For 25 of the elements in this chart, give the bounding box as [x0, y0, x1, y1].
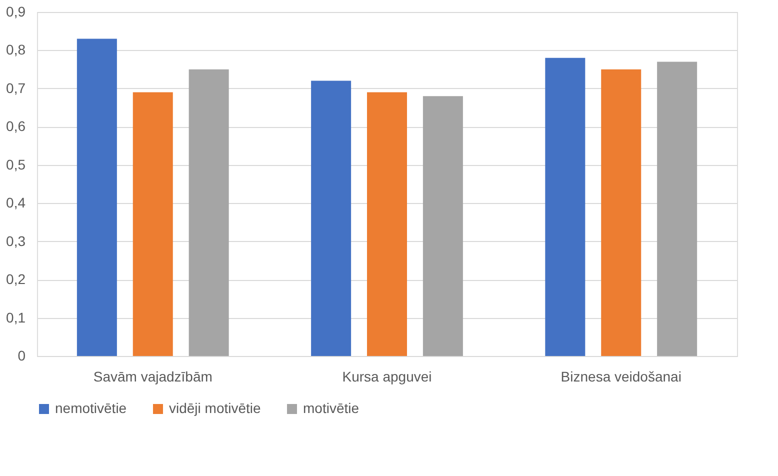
x-tick-label: Savām vajadzībām	[93, 368, 212, 384]
legend-label: nemotivētie	[55, 400, 127, 416]
y-tick-label: 0,6	[6, 118, 26, 134]
y-tick-label: 0	[18, 348, 26, 364]
bar	[422, 96, 463, 356]
x-tick-label: Kursa apguvei	[342, 368, 432, 384]
y-tick-label: 0,8	[6, 42, 26, 58]
legend-label: vidēji motivētie	[169, 400, 262, 416]
bar	[367, 92, 407, 356]
y-tick-label: 0,3	[6, 232, 26, 249]
bar	[601, 69, 642, 356]
y-tick-label: 0,5	[6, 156, 26, 172]
bar	[76, 38, 117, 356]
bar	[188, 69, 229, 356]
x-tick-label: Biznesa veidošanai	[560, 368, 682, 384]
y-tick-label: 0,7	[6, 80, 26, 96]
legend-label: motivētie	[303, 400, 360, 416]
bar	[545, 58, 586, 356]
y-tick-label: 0,2	[6, 271, 26, 288]
y-tick-label: 0,9	[6, 4, 26, 20]
bar	[657, 62, 698, 356]
bar	[132, 92, 173, 356]
y-tick-label: 0,1	[6, 309, 26, 326]
y-tick-label: 0,4	[6, 194, 26, 211]
bar	[311, 80, 352, 356]
